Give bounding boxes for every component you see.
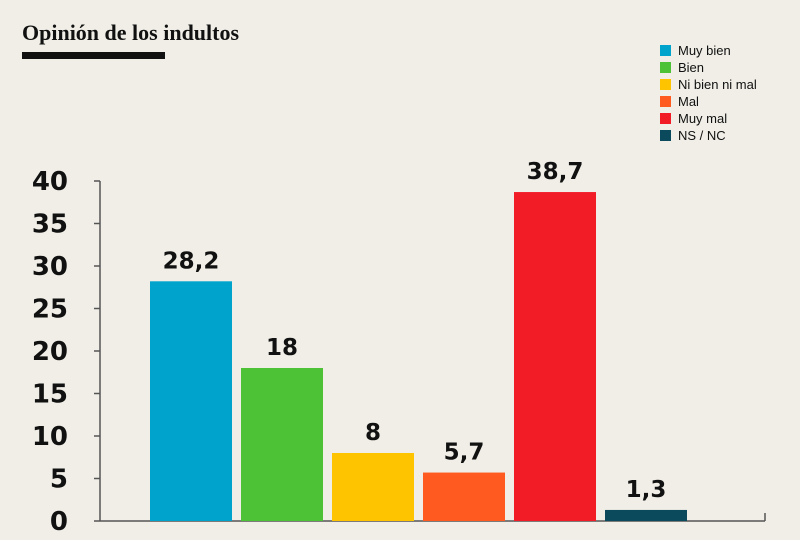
- y-tick-label: 30: [32, 252, 68, 282]
- legend-label: Muy mal: [678, 111, 728, 126]
- legend-swatch: [660, 45, 671, 56]
- legend-item: Muy bien: [660, 42, 757, 59]
- legend-swatch: [660, 79, 671, 90]
- bar-mal: [423, 472, 505, 521]
- y-tick-label: 20: [32, 337, 68, 367]
- legend-swatch: [660, 130, 671, 141]
- y-tick-label: 15: [32, 380, 68, 410]
- data-label: 5,7: [444, 440, 485, 466]
- y-tick-label: 40: [32, 167, 68, 197]
- chart-legend: Muy bien Bien Ni bien ni mal Mal Muy mal NS /…: [660, 42, 757, 144]
- data-label: 1,3: [626, 477, 667, 503]
- data-label: 8: [365, 420, 381, 446]
- legend-item: Bien: [660, 59, 757, 76]
- legend-item: Mal: [660, 93, 757, 110]
- bar-muy-bien: [150, 281, 232, 521]
- legend-item: Ni bien ni mal: [660, 76, 757, 93]
- bar-muy-mal: [514, 192, 596, 522]
- bar-bien: [241, 368, 323, 521]
- legend-label: Mal: [678, 94, 699, 109]
- y-tick-label: 35: [32, 210, 68, 240]
- legend-item: Muy mal: [660, 110, 757, 127]
- legend-swatch: [660, 96, 671, 107]
- bar-ns-nc: [605, 509, 687, 521]
- chart-title: Opinión de los indultos: [22, 20, 240, 45]
- y-tick-label: 25: [32, 295, 68, 325]
- legend-label: Bien: [678, 60, 705, 75]
- legend-label: Ni bien ni mal: [678, 77, 757, 92]
- legend-item: NS / NC: [660, 127, 757, 144]
- legend-label: Muy bien: [678, 43, 731, 58]
- y-tick-label: 5: [50, 465, 68, 495]
- title-underline: [22, 52, 165, 59]
- data-label: 38,7: [527, 159, 584, 185]
- data-label: 18: [266, 335, 298, 361]
- legend-label: NS / NC: [678, 128, 726, 143]
- data-label: 28,2: [163, 248, 220, 274]
- y-tick-label: 0: [50, 507, 68, 537]
- legend-swatch: [660, 62, 671, 73]
- legend-swatch: [660, 113, 671, 124]
- y-tick-label: 10: [32, 422, 68, 452]
- bar-ni-bien-ni-mal: [332, 453, 414, 521]
